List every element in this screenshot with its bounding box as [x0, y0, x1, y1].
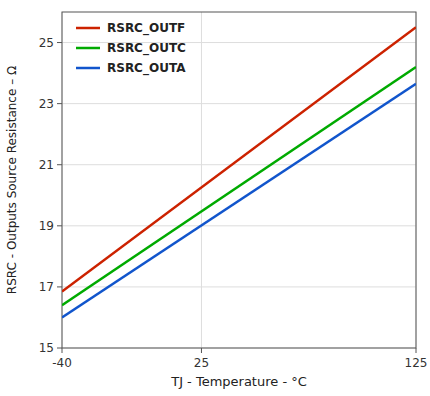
legend-swatch — [76, 67, 100, 70]
y-tick-label: 17 — [39, 280, 54, 294]
lines — [62, 27, 416, 317]
x-tick-label: -40 — [52, 356, 72, 370]
chart: -40 25 125 15 17 19 21 23 25 TJ - Temperature - °… — [0, 0, 430, 396]
legend-swatch — [76, 27, 100, 30]
y-tick — [57, 164, 62, 165]
legend-item: RSRC_OUTF — [76, 21, 185, 36]
y-tick — [57, 42, 62, 43]
y-tick-label: 25 — [39, 36, 54, 50]
y-tick — [57, 286, 62, 287]
x-tick — [62, 348, 63, 353]
y-tick-label: 23 — [39, 97, 54, 111]
x-tick — [201, 348, 202, 353]
y-tick-label: 15 — [39, 341, 54, 355]
grid-line-y — [62, 164, 416, 165]
grid-line-y — [62, 286, 416, 287]
series-line — [62, 27, 416, 291]
x-axis-label: TJ - Temperature - °C — [170, 374, 307, 389]
legend-item: RSRC_OUTC — [76, 41, 186, 56]
x-tick-label: 125 — [405, 356, 428, 370]
legend: RSRC_OUTF RSRC_OUTC RSRC_OUTA — [76, 21, 186, 76]
grid — [62, 12, 416, 348]
legend-item: RSRC_OUTA — [76, 61, 186, 76]
grid-line-y — [62, 225, 416, 226]
grid-line-x — [201, 12, 202, 348]
legend-label: RSRC_OUTF — [107, 21, 185, 36]
legend-swatch — [76, 47, 100, 50]
y-axis-label: RSRC - Outputs Source Resistance – Ω — [5, 66, 19, 294]
axes: -40 25 125 15 17 19 21 23 25 — [39, 36, 428, 370]
y-tick-label: 21 — [39, 158, 54, 172]
y-tick — [57, 103, 62, 104]
y-tick — [57, 225, 62, 226]
series-line — [62, 84, 416, 318]
y-tick-label: 19 — [39, 219, 54, 233]
x-tick — [416, 348, 417, 353]
plot-frame — [62, 12, 416, 348]
x-tick-label: 25 — [194, 356, 209, 370]
legend-label: RSRC_OUTA — [107, 61, 186, 76]
legend-label: RSRC_OUTC — [107, 41, 186, 56]
y-tick — [57, 348, 62, 349]
series-line — [62, 67, 416, 305]
